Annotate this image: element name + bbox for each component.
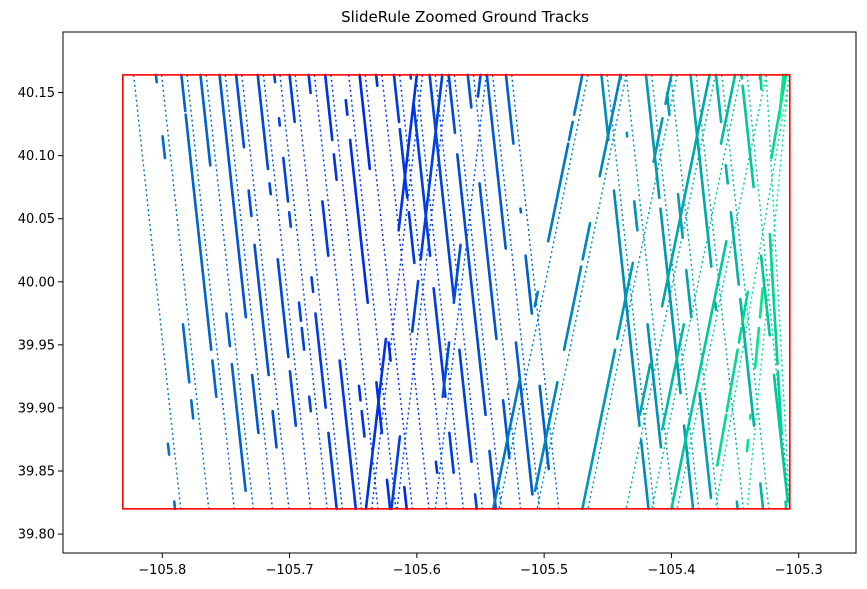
ground-track: [600, 73, 655, 511]
ground-track: [364, 73, 424, 511]
bounding-box-layer: [122, 74, 791, 510]
ground-track: [581, 73, 678, 511]
x-tick-label: −105.3: [775, 563, 823, 578]
track-segment: [567, 135, 572, 142]
ground-track: [272, 73, 328, 509]
ground-track: [466, 73, 522, 509]
ground-track: [199, 73, 254, 509]
track-segment: [719, 138, 724, 145]
x-tick-label: −105.8: [138, 563, 186, 578]
ground-track: [154, 73, 210, 509]
x-tick-label: −105.7: [266, 563, 314, 578]
x-tick-label: −105.4: [647, 563, 695, 578]
track-segment: [664, 98, 668, 106]
ground-track: [132, 74, 182, 511]
ground-track: [392, 73, 448, 509]
y-tick-label: 39.80: [18, 528, 55, 543]
ground-track: [670, 73, 767, 511]
y-tick-label: 40.10: [18, 149, 55, 164]
track-segment: [562, 344, 567, 352]
y-axis: 39.80 39.85 39.90 39.95 40.00 40.05 40.10 40.15: [18, 86, 63, 543]
ground-track: [651, 73, 742, 509]
x-axis: −105.8 −105.7 −105.6 −105.5 −105.4 −105.3: [138, 553, 823, 578]
track-beam: [676, 74, 767, 509]
ground-track: [218, 73, 274, 509]
ground-track: [344, 74, 397, 511]
ground-track: [533, 73, 627, 509]
track-segment: [638, 409, 642, 417]
y-tick-label: 40.15: [18, 86, 55, 101]
track-segment: [615, 333, 620, 341]
ground-track: [434, 73, 487, 509]
y-tick-label: 39.95: [18, 338, 55, 353]
region-bounding-box: [122, 74, 791, 510]
track-beam: [536, 74, 627, 509]
ground-track: [485, 73, 541, 509]
ground-track: [745, 73, 790, 509]
track-segment: [572, 109, 577, 116]
ground-track: [447, 73, 503, 511]
track-segment: [661, 424, 665, 431]
ground-track: [491, 73, 589, 511]
ground-track: [256, 73, 312, 509]
track-segment: [652, 156, 656, 163]
y-tick-label: 39.85: [18, 465, 55, 480]
track-segment: [533, 301, 537, 308]
track-beam: [587, 74, 678, 509]
ground-track: [740, 73, 791, 509]
y-tick-label: 40.05: [18, 212, 55, 227]
y-tick-label: 40.00: [18, 275, 55, 290]
ground-track: [234, 73, 290, 509]
axes-frame: [62, 31, 857, 554]
track-segment: [737, 337, 741, 344]
ground-track: [390, 73, 449, 511]
track-segment: [725, 406, 729, 413]
track-beam: [651, 74, 742, 509]
track-segment: [533, 485, 538, 493]
ground-track: [180, 73, 235, 509]
ground-track: [625, 73, 717, 509]
track-segment: [598, 171, 602, 178]
ground-track: [307, 73, 363, 511]
track-segment: [660, 301, 665, 308]
track-beam: [498, 74, 589, 509]
track-segment: [546, 236, 551, 243]
track-beam: [625, 74, 717, 509]
ground-track: [323, 73, 379, 509]
track-segment: [740, 319, 745, 326]
y-tick-label: 39.90: [18, 401, 55, 416]
track-segment: [715, 460, 720, 467]
chart-title: SlideRule Zoomed Ground Tracks: [341, 8, 589, 26]
track-segment: [770, 153, 774, 160]
track-beam: [714, 74, 791, 509]
x-tick-label: −105.5: [520, 563, 568, 578]
track-segment: [581, 254, 585, 261]
x-tick-label: −105.6: [393, 563, 441, 578]
